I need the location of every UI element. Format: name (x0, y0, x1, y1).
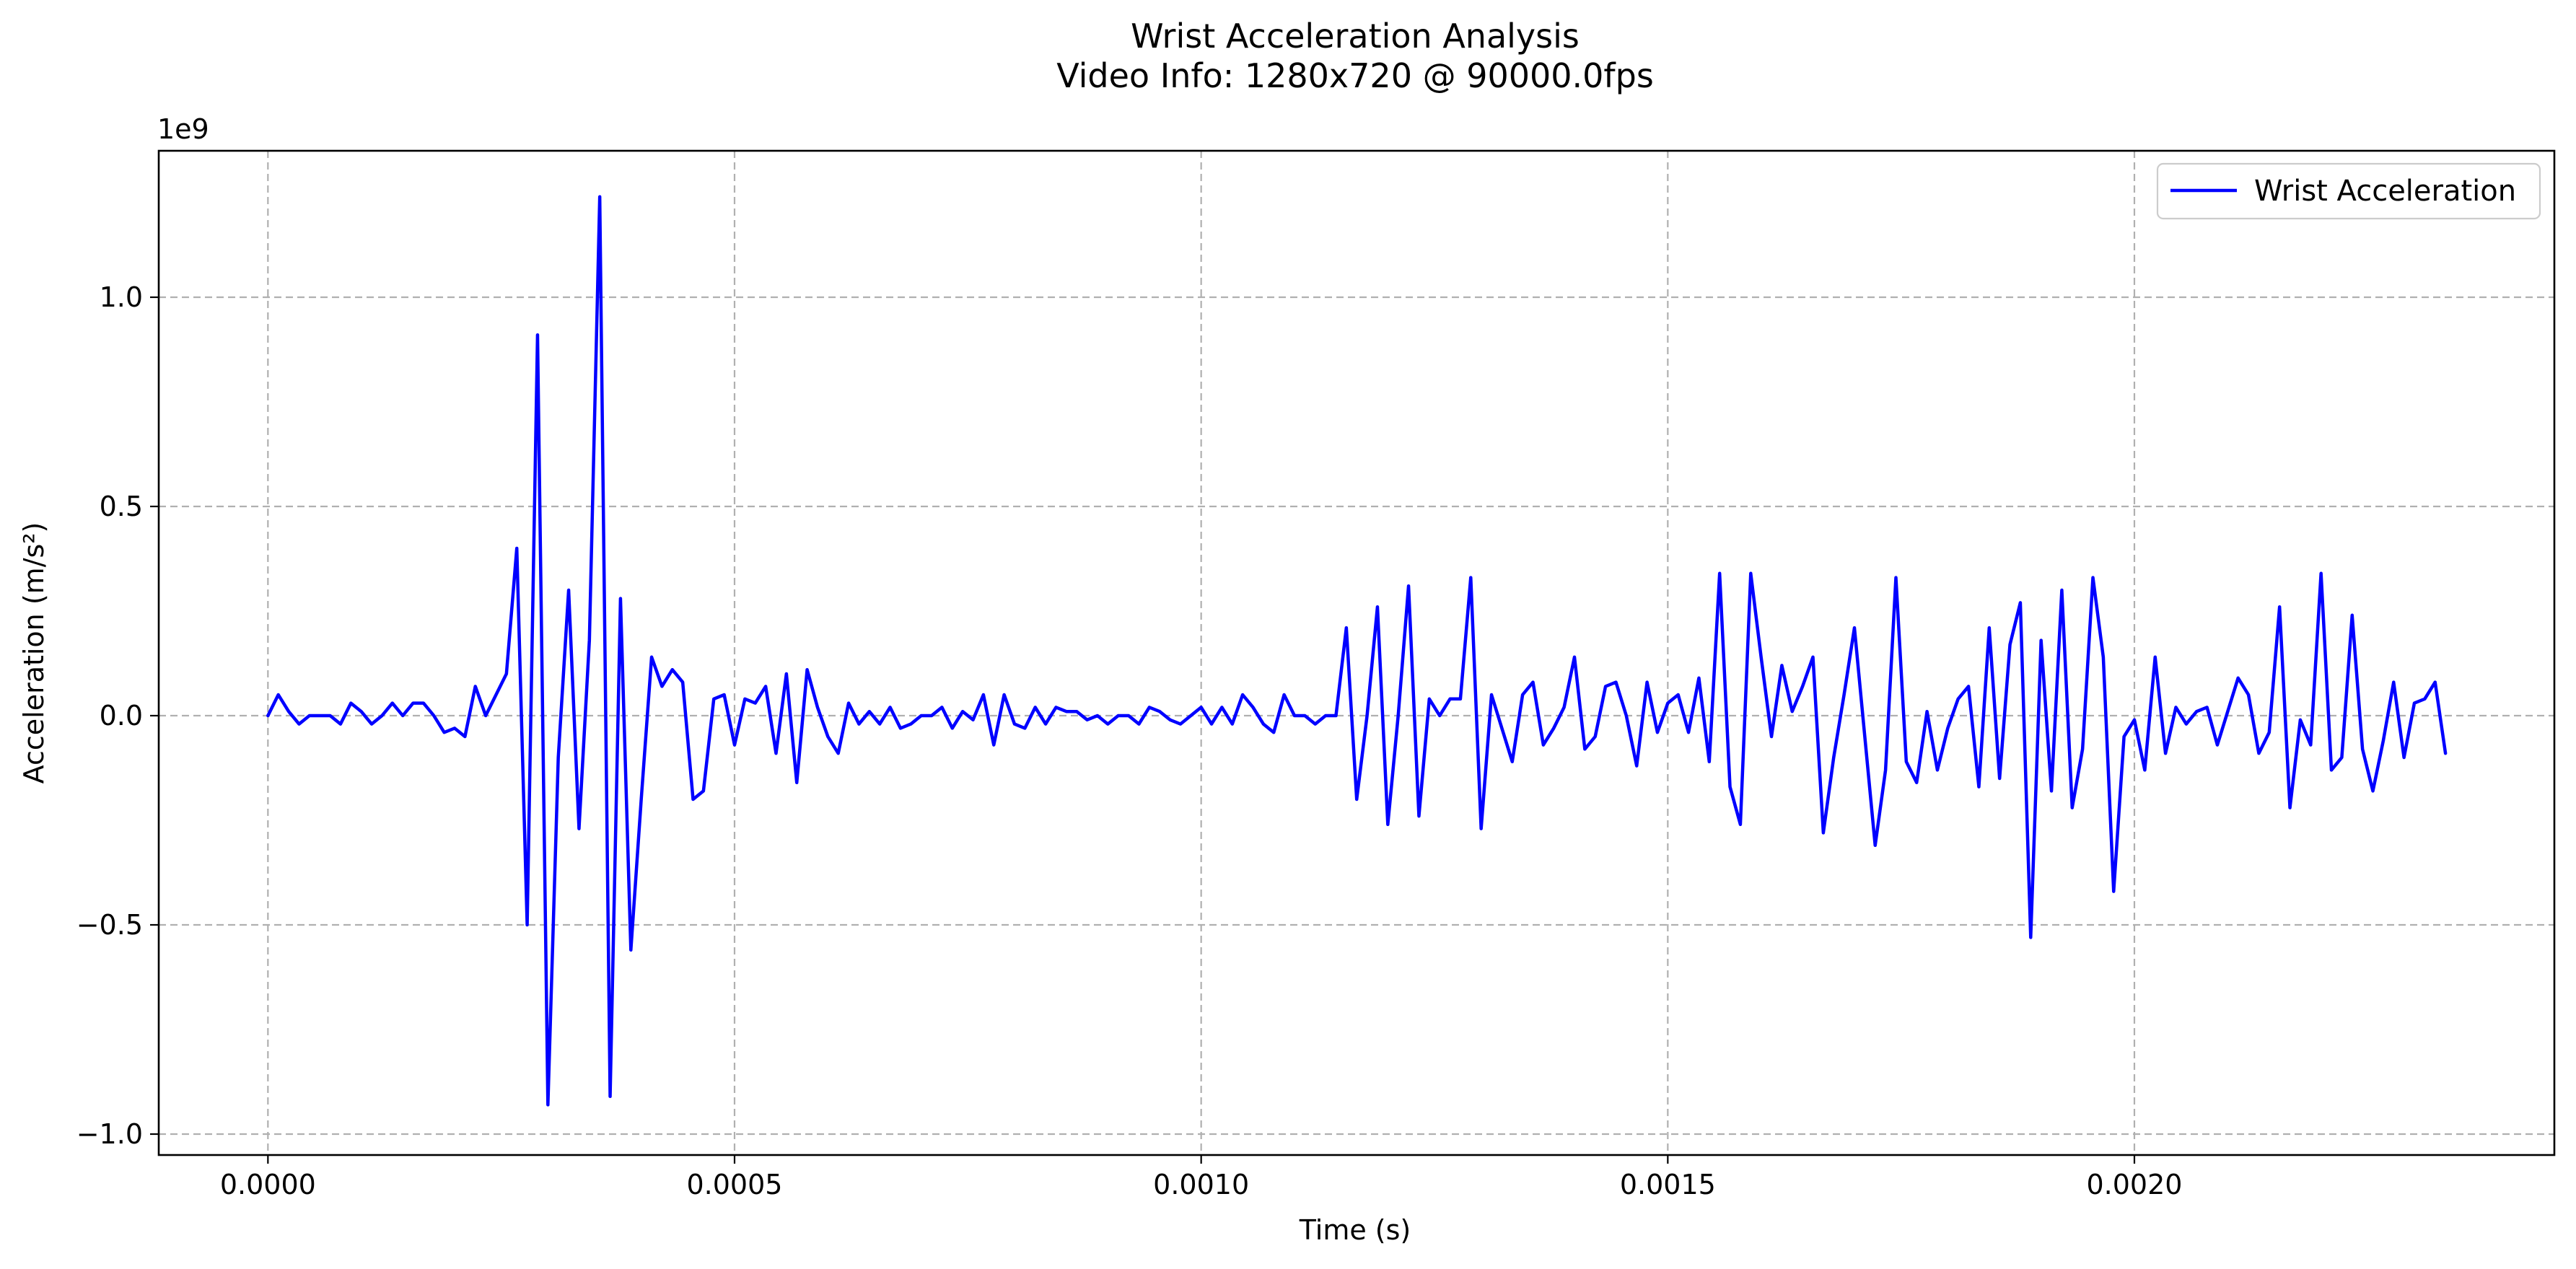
y-tick-label: 0.0 (100, 700, 143, 732)
y-tick-label: −0.5 (76, 909, 143, 941)
x-axis-label: Time (s) (1299, 1214, 1411, 1246)
y-offset-label: 1e9 (157, 113, 209, 145)
legend: Wrist Acceleration (2156, 162, 2541, 220)
plot-frame (157, 149, 2556, 1156)
x-tick-label: 0.0005 (687, 1169, 783, 1200)
series-layer (266, 195, 2448, 1107)
series-line-wrist-acceleration (266, 195, 2448, 1107)
y-tick-label: 1.0 (100, 281, 143, 313)
grid-layer (159, 151, 2554, 1155)
y-axis-label: Acceleration (m/s²) (18, 522, 50, 784)
y-tick-label: 0.5 (100, 491, 143, 522)
x-tick-label: 0.0010 (1153, 1169, 1249, 1200)
tick-layer: 0.0000 0.0005 0.0010 0.0015 0.0020 −1.0 −0.5 0.… (76, 281, 2183, 1200)
x-tick-label: 0.0000 (220, 1169, 316, 1200)
chart-title-line-2: Video Info: 1280x720 @ 90000.0fps (1056, 56, 1654, 95)
x-tick-label: 0.0020 (2087, 1169, 2183, 1200)
legend-label: Wrist Acceleration (2254, 175, 2516, 208)
legend-box (2156, 162, 2541, 220)
chart-title-line-1: Wrist Acceleration Analysis (1131, 17, 1580, 56)
y-tick-label: −1.0 (76, 1118, 143, 1150)
x-tick-label: 0.0015 (1620, 1169, 1716, 1200)
